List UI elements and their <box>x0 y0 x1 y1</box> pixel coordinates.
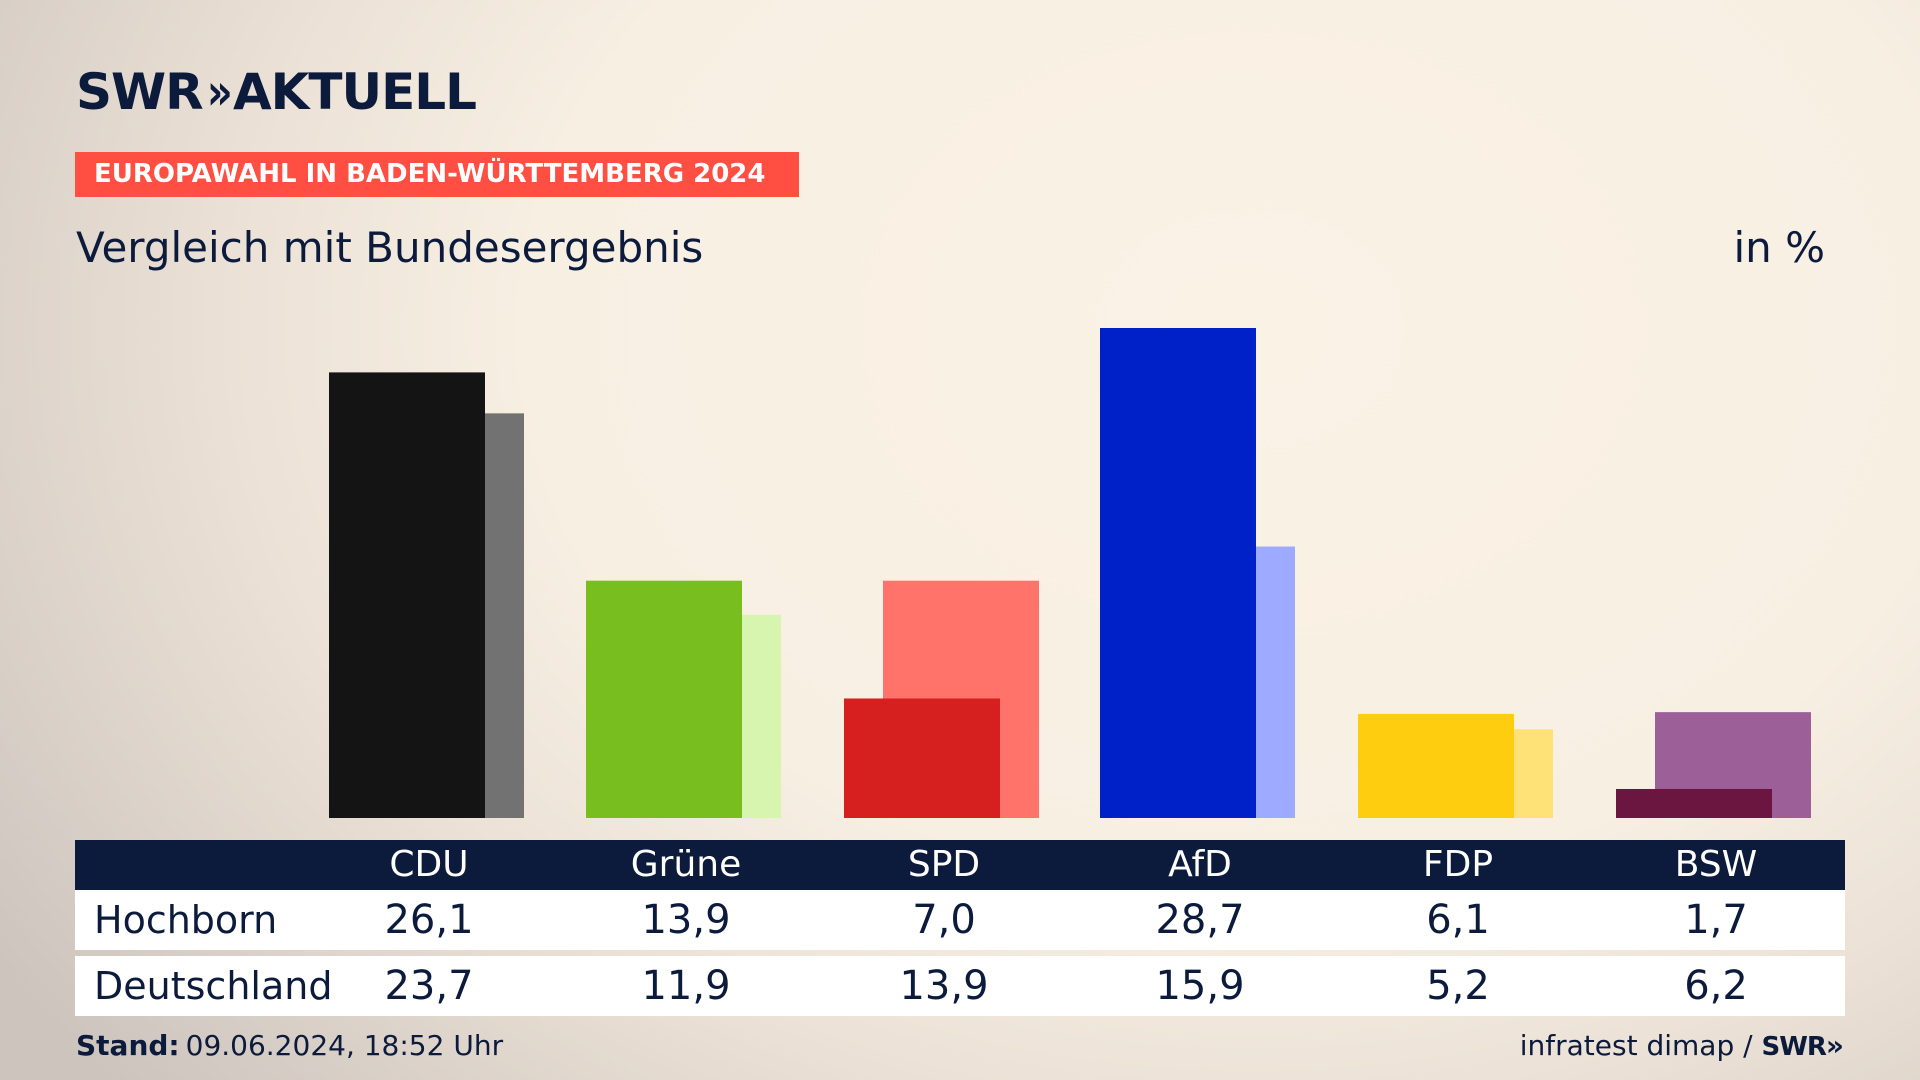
source-text: infratest dimap / <box>1519 1029 1753 1062</box>
source-swr-logo: SWR <box>1761 1032 1826 1062</box>
stand-value: 09.06.2024, 18:52 Uhr <box>185 1029 504 1062</box>
column-header-afd: AfD <box>1168 844 1232 885</box>
logo-swr: SWR <box>76 63 204 121</box>
column-header-gruene: Grüne <box>630 844 742 885</box>
unit-label: in % <box>1733 223 1825 272</box>
column-header-cdu: CDU <box>389 844 469 885</box>
stand-label: Stand: <box>76 1029 180 1062</box>
table-row: Hochborn 26,1 13,9 7,0 28,7 6,1 1,7 <box>75 890 1845 950</box>
timestamp: Stand: 09.06.2024, 18:52 Uhr <box>76 1028 503 1064</box>
logo-aktuell: AKTUELL <box>232 63 477 121</box>
table-cell-bsw: 6,2 <box>1684 963 1748 1009</box>
table-cell-fdp: 6,1 <box>1426 897 1490 943</box>
source-credit: infratest dimap / SWR» <box>1520 1028 1844 1065</box>
table-cell-spd: 13,9 <box>899 963 989 1009</box>
row-label-deutschland: Deutschland <box>94 964 333 1008</box>
row-label-hochborn: Hochborn <box>94 898 278 942</box>
column-header-bsw: BSW <box>1674 844 1758 885</box>
table-header: CDU Grüne SPD AfD FDP BSW <box>75 840 1845 890</box>
table-cell-spd: 7,0 <box>912 897 976 943</box>
bar-cdu-hochborn <box>329 372 485 818</box>
bar-bsw-hochborn <box>1616 788 1772 818</box>
source-chevron-icon: » <box>1825 1029 1844 1062</box>
kicker-banner: EUROPAWAHL IN BADEN-WÜRTTEMBERG 2024 <box>75 152 799 197</box>
table-cell-fdp: 5,2 <box>1426 963 1490 1009</box>
table-cell-gruene: 11,9 <box>641 963 731 1009</box>
table-cell-gruene: 13,9 <box>641 897 731 943</box>
swr-aktuell-logo: SWR» AKTUELL <box>76 60 477 124</box>
bar-gruene-hochborn <box>586 580 742 818</box>
chart-subtitle: Vergleich mit Bundesergebnis <box>76 223 704 272</box>
bar-spd-hochborn <box>844 698 1000 818</box>
table-cell-bsw: 1,7 <box>1684 897 1748 943</box>
table-cell-cdu: 23,7 <box>384 963 474 1009</box>
column-header-spd: SPD <box>907 844 981 885</box>
table-cell-cdu: 26,1 <box>384 897 474 943</box>
table-cell-afd: 15,9 <box>1155 963 1245 1009</box>
table-cell-afd: 28,7 <box>1155 897 1245 943</box>
table-row: Deutschland 23,7 11,9 13,9 15,9 5,2 6,2 <box>75 956 1845 1016</box>
bar-afd-hochborn <box>1100 328 1256 818</box>
column-header-fdp: FDP <box>1422 844 1494 885</box>
bar-fdp-hochborn <box>1358 713 1514 818</box>
